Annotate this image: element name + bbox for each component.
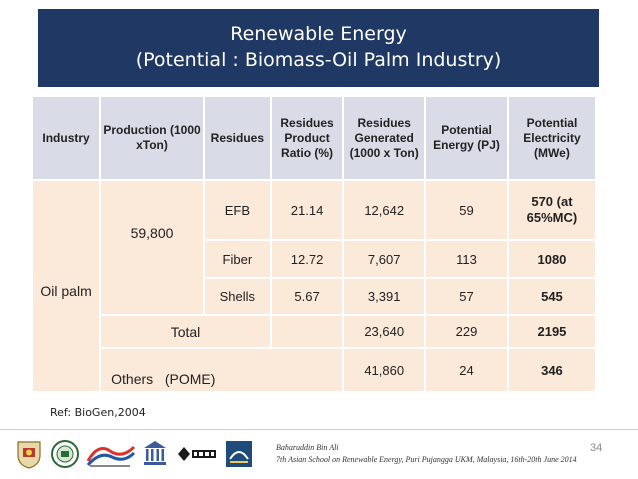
electricity-cell: 545: [506, 277, 598, 316]
total-energy: 229: [424, 314, 509, 349]
ratio-cell: 12.72: [269, 239, 345, 279]
slide-title-line1: Renewable Energy: [230, 23, 407, 45]
title-banner: Renewable Energy (Potential : Biomass-Oi…: [38, 9, 599, 87]
institute-seal-icon: [50, 439, 80, 469]
reference-note: Ref: BioGen,2004: [50, 406, 146, 419]
energy-cell: 59: [424, 179, 509, 241]
generated-cell: 7,607: [342, 239, 427, 279]
ratio-cell: 21.14: [269, 179, 345, 241]
footer-author-block: Baharuddin Bin Ali 7th Asian School on R…: [276, 442, 577, 466]
others-energy: 24: [424, 347, 509, 393]
header-industry: Industry: [30, 95, 102, 181]
total-row: Total 23,640 229 2195: [32, 314, 598, 349]
total-electricity: 2195: [506, 314, 598, 349]
potential-table: Industry Production (1000 xTon) Residues…: [30, 95, 598, 393]
others-label: Others (POME): [99, 347, 345, 393]
akademi-sains-logo-icon: [224, 439, 254, 469]
residue-cell: Shells: [202, 277, 272, 316]
generated-cell: 3,391: [342, 277, 427, 316]
production-cell: 59,800: [99, 179, 205, 316]
electricity-cell: 570 (at 65%MC): [506, 179, 598, 241]
header-energy: Potential Energy (PJ): [424, 95, 509, 181]
total-generated: 23,640: [342, 314, 427, 349]
logo-strip: [14, 437, 254, 471]
residue-cell: Fiber: [202, 239, 272, 279]
generated-cell: 12,642: [342, 179, 427, 241]
energy-cell: 113: [424, 239, 509, 279]
university-crest-icon: [14, 439, 44, 469]
page-number: 34: [590, 442, 603, 454]
others-generated: 41,860: [342, 347, 427, 393]
total-label: Total: [99, 314, 272, 349]
others-row: Others (POME) 41,860 24 346: [32, 347, 598, 393]
header-residues: Residues: [202, 95, 272, 181]
header-electricity: Potential Electricity (MWe): [506, 95, 598, 181]
residue-cell: EFB: [202, 179, 272, 241]
industry-cell: Oil palm: [30, 179, 102, 393]
seri-logo-icon: [86, 439, 136, 469]
header-row: Industry Production (1000 xTon) Residues…: [30, 95, 598, 181]
event-name: 7th Asian School on Renewable Energy, Pu…: [276, 455, 577, 464]
others-electricity: 346: [506, 347, 598, 393]
total-empty-cell: [269, 314, 345, 349]
header-generated: Residues Generated (1000 x Ton): [342, 95, 427, 181]
electricity-cell: 1080: [506, 239, 598, 279]
table-row: Shells 5.67 3,391 57 545: [32, 277, 598, 316]
header-ratio: Residues Product Ratio (%): [269, 95, 345, 181]
header-production: Production (1000 xTon): [99, 95, 205, 181]
slide-title-line2: (Potential : Biomass-Oil Palm Industry): [135, 49, 502, 71]
footer-divider: [0, 429, 638, 430]
table-row: Oil palm 59,800 EFB 21.14 12,642 59 570 …: [30, 179, 598, 393]
ratio-cell: 5.67: [269, 277, 345, 316]
ieee-logo-icon: [174, 439, 218, 469]
unesco-logo-icon: [142, 439, 168, 469]
energy-cell: 57: [424, 277, 509, 316]
author-name: Baharuddin Bin Ali: [276, 443, 339, 452]
table-row: Fiber 12.72 7,607 113 1080: [32, 239, 598, 279]
